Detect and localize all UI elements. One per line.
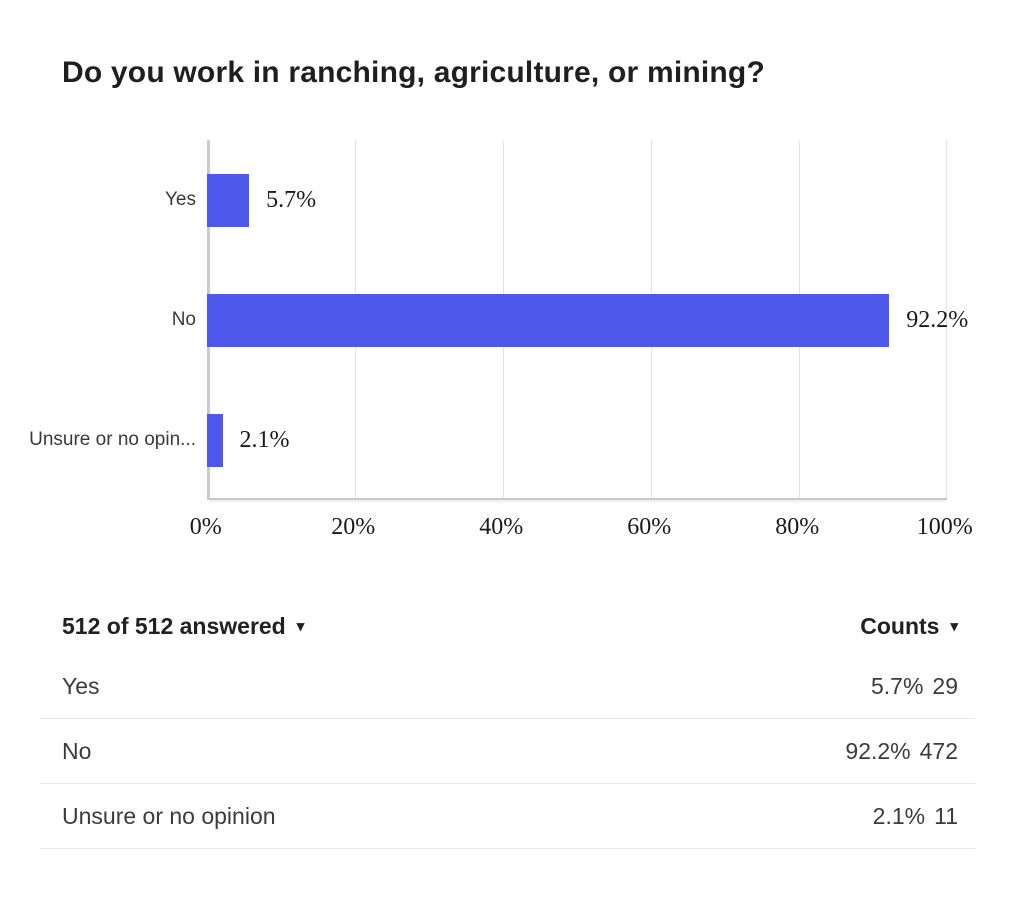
bar-row-unsure: 2.1% xyxy=(207,380,947,500)
category-label-yes: Yes xyxy=(165,189,196,210)
bar-yes xyxy=(207,173,250,227)
row-label: No xyxy=(62,737,92,764)
x-tick-80: 80% xyxy=(775,514,820,540)
table-row: No 92.2% 472 xyxy=(40,719,975,784)
category-label-no: No xyxy=(171,309,196,330)
plot-area: 5.7% 92.2% 2.1% xyxy=(207,140,968,500)
bar-value-label-unsure: 2.1% xyxy=(239,426,290,453)
counts-label: Counts xyxy=(860,612,940,639)
row-count: 472 xyxy=(919,737,958,764)
bar-unsure xyxy=(207,413,223,467)
results-table: 512 of 512 answered ▾ Counts ▾ Yes 5.7% 2… xyxy=(40,598,975,849)
table-row: Unsure or no opinion 2.1% 11 xyxy=(40,784,975,849)
row-label: Yes xyxy=(62,672,100,699)
row-count: 11 xyxy=(934,802,958,829)
bar-chart: Yes No Unsure or no opin... 5.7% 92.2% 2… xyxy=(0,140,968,500)
bar-row-yes: 5.7% xyxy=(207,140,947,260)
row-value: 5.7% 29 xyxy=(871,673,958,700)
bar-row-no: 92.2% xyxy=(207,260,968,380)
row-percent: 2.1% xyxy=(872,802,926,829)
question-title: Do you work in ranching, agriculture, or… xyxy=(62,56,765,89)
category-axis: Yes No Unsure or no opin... xyxy=(0,140,196,500)
category-label-unsure: Unsure or no opin... xyxy=(29,429,196,450)
caret-down-icon: ▾ xyxy=(296,617,305,635)
x-tick-60: 60% xyxy=(627,514,672,540)
x-tick-0: 0% xyxy=(189,514,222,540)
bar-value-label-no: 92.2% xyxy=(906,306,969,333)
x-tick-20: 20% xyxy=(331,514,376,540)
x-tick-40: 40% xyxy=(479,514,524,540)
answered-label: 512 of 512 answered xyxy=(62,612,286,639)
table-row: Yes 5.7% 29 xyxy=(40,654,975,719)
gridline-100 xyxy=(946,140,947,498)
row-label: Unsure or no opinion xyxy=(62,802,276,829)
row-percent: 92.2% xyxy=(845,737,911,764)
row-count: 29 xyxy=(932,672,958,699)
row-percent: 5.7% xyxy=(870,672,924,699)
row-value: 2.1% 11 xyxy=(873,803,958,830)
bar-value-label-yes: 5.7% xyxy=(266,186,317,213)
counts-dropdown[interactable]: Counts ▾ xyxy=(860,613,958,640)
table-header: 512 of 512 answered ▾ Counts ▾ xyxy=(40,598,975,654)
x-axis: 0% 20% 40% 60% 80% 100% xyxy=(190,514,973,546)
answered-dropdown[interactable]: 512 of 512 answered ▾ xyxy=(62,613,304,640)
caret-down-icon: ▾ xyxy=(950,617,958,635)
bar-no xyxy=(207,293,890,347)
x-tick-100: 100% xyxy=(916,514,973,540)
row-value: 92.2% 472 xyxy=(845,738,958,765)
